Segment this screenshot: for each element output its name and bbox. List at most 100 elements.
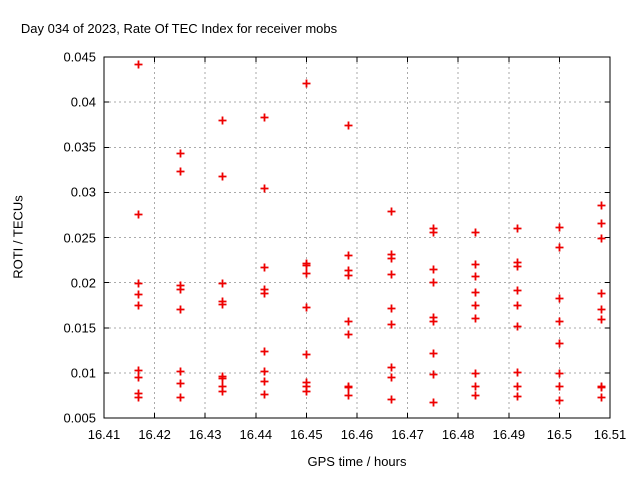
data-point-marker — [218, 300, 227, 309]
data-point-marker — [302, 387, 311, 396]
data-point-marker — [513, 368, 522, 377]
chart-title-text: Day 034 of 2023, Rate Of TEC Index for r… — [20, 21, 338, 36]
data-point-marker — [429, 370, 438, 379]
data-point-marker — [471, 382, 480, 391]
data-point-marker — [176, 149, 185, 158]
data-point-marker — [513, 382, 522, 391]
data-point-marker — [513, 392, 522, 401]
data-point-marker — [218, 172, 227, 181]
data-point-marker — [597, 393, 606, 402]
y-tick-label: 0.025 — [63, 230, 96, 245]
data-point-marker — [134, 290, 143, 299]
grid-lines — [104, 57, 610, 418]
data-point-marker — [134, 393, 143, 402]
data-point-marker — [597, 315, 606, 324]
data-point-marker — [555, 294, 564, 303]
data-point-marker — [429, 349, 438, 358]
data-point-marker — [471, 314, 480, 323]
y-tick-label: 0.01 — [70, 365, 96, 381]
data-point-marker — [513, 322, 522, 331]
y-tick-label: 0.035 — [63, 139, 96, 155]
data-point-marker — [597, 234, 606, 243]
data-point-marker — [387, 254, 396, 263]
data-point-marker — [302, 79, 311, 88]
data-point-marker — [260, 347, 269, 356]
data-point-marker — [555, 339, 564, 348]
data-point-marker — [471, 301, 480, 310]
data-point-marker — [597, 201, 606, 210]
data-point-marker — [387, 304, 396, 313]
data-point-marker — [176, 305, 185, 314]
data-point-marker — [176, 393, 185, 402]
data-point-marker — [344, 383, 353, 392]
y-tick-label: 0.04 — [70, 94, 96, 110]
data-point-marker — [471, 391, 480, 400]
data-point-marker — [260, 377, 269, 386]
data-point-marker — [218, 387, 227, 396]
data-point-marker — [513, 286, 522, 295]
chart-title: Day 034 of 2023, Rate Of TEC Index for r… — [0, 21, 536, 36]
data-point-marker — [471, 288, 480, 297]
data-point-marker — [344, 251, 353, 260]
data-point-marker — [302, 350, 311, 359]
data-point-marker — [134, 366, 143, 375]
data-point-marker — [134, 60, 143, 69]
y-tick-label: 0.005 — [63, 410, 96, 426]
y-tick-label: 0.045 — [63, 49, 96, 65]
x-tick-label: 16.5 — [546, 427, 573, 442]
data-point-marker — [344, 391, 353, 400]
x-tick-label: 16.48 — [441, 427, 475, 442]
data-point-marker — [344, 317, 353, 326]
data-point-marker — [555, 223, 564, 232]
x-tick-label: 16.44 — [239, 427, 273, 442]
data-point-marker — [597, 305, 606, 314]
data-point-marker — [555, 382, 564, 391]
data-point-marker — [260, 263, 269, 272]
x-tick-label: 16.49 — [492, 427, 526, 442]
data-point-marker — [513, 262, 522, 271]
data-point-marker — [176, 167, 185, 176]
data-point-marker — [218, 279, 227, 288]
x-tick-label: 16.46 — [340, 427, 374, 442]
data-point-marker — [429, 278, 438, 287]
y-tick-label: 0.03 — [70, 184, 96, 200]
data-point-marker — [429, 228, 438, 237]
data-point-marker — [387, 395, 396, 404]
data-point-marker — [176, 285, 185, 294]
data-point-marker — [387, 320, 396, 329]
data-point-marker — [471, 260, 480, 269]
data-point-marker — [134, 373, 143, 382]
x-axis-title: GPS time / hours — [307, 454, 407, 469]
data-point-marker — [429, 398, 438, 407]
data-point-marker — [513, 301, 522, 310]
data-point-marker — [597, 219, 606, 228]
data-point-marker — [471, 228, 480, 237]
data-point-marker — [302, 269, 311, 278]
data-point-marker — [134, 301, 143, 310]
data-point-marker — [134, 279, 143, 288]
data-point-marker — [555, 369, 564, 378]
data-point-marker — [344, 121, 353, 130]
x-tick-label: 16.45 — [290, 427, 323, 442]
x-tick-label: 16.41 — [87, 427, 121, 442]
plot-border — [103, 56, 611, 419]
data-point-marker — [260, 390, 269, 399]
data-point-marker — [344, 271, 353, 280]
data-point-marker — [555, 243, 564, 252]
data-point-marker — [260, 289, 269, 298]
data-point-marker — [513, 224, 522, 233]
x-tick-label: 16.47 — [391, 427, 424, 442]
x-tick-label: 16.51 — [593, 427, 627, 442]
data-point-marker — [260, 184, 269, 193]
data-point-marker — [429, 265, 438, 274]
y-tick-label: 0.015 — [63, 320, 96, 336]
data-point-marker — [387, 270, 396, 279]
data-point-marker — [176, 379, 185, 388]
data-points — [134, 60, 606, 407]
x-tick-label: 16.42 — [138, 427, 171, 442]
data-point-marker — [429, 317, 438, 326]
data-point-marker — [302, 303, 311, 312]
data-point-marker — [471, 272, 480, 281]
data-point-marker — [176, 367, 185, 376]
